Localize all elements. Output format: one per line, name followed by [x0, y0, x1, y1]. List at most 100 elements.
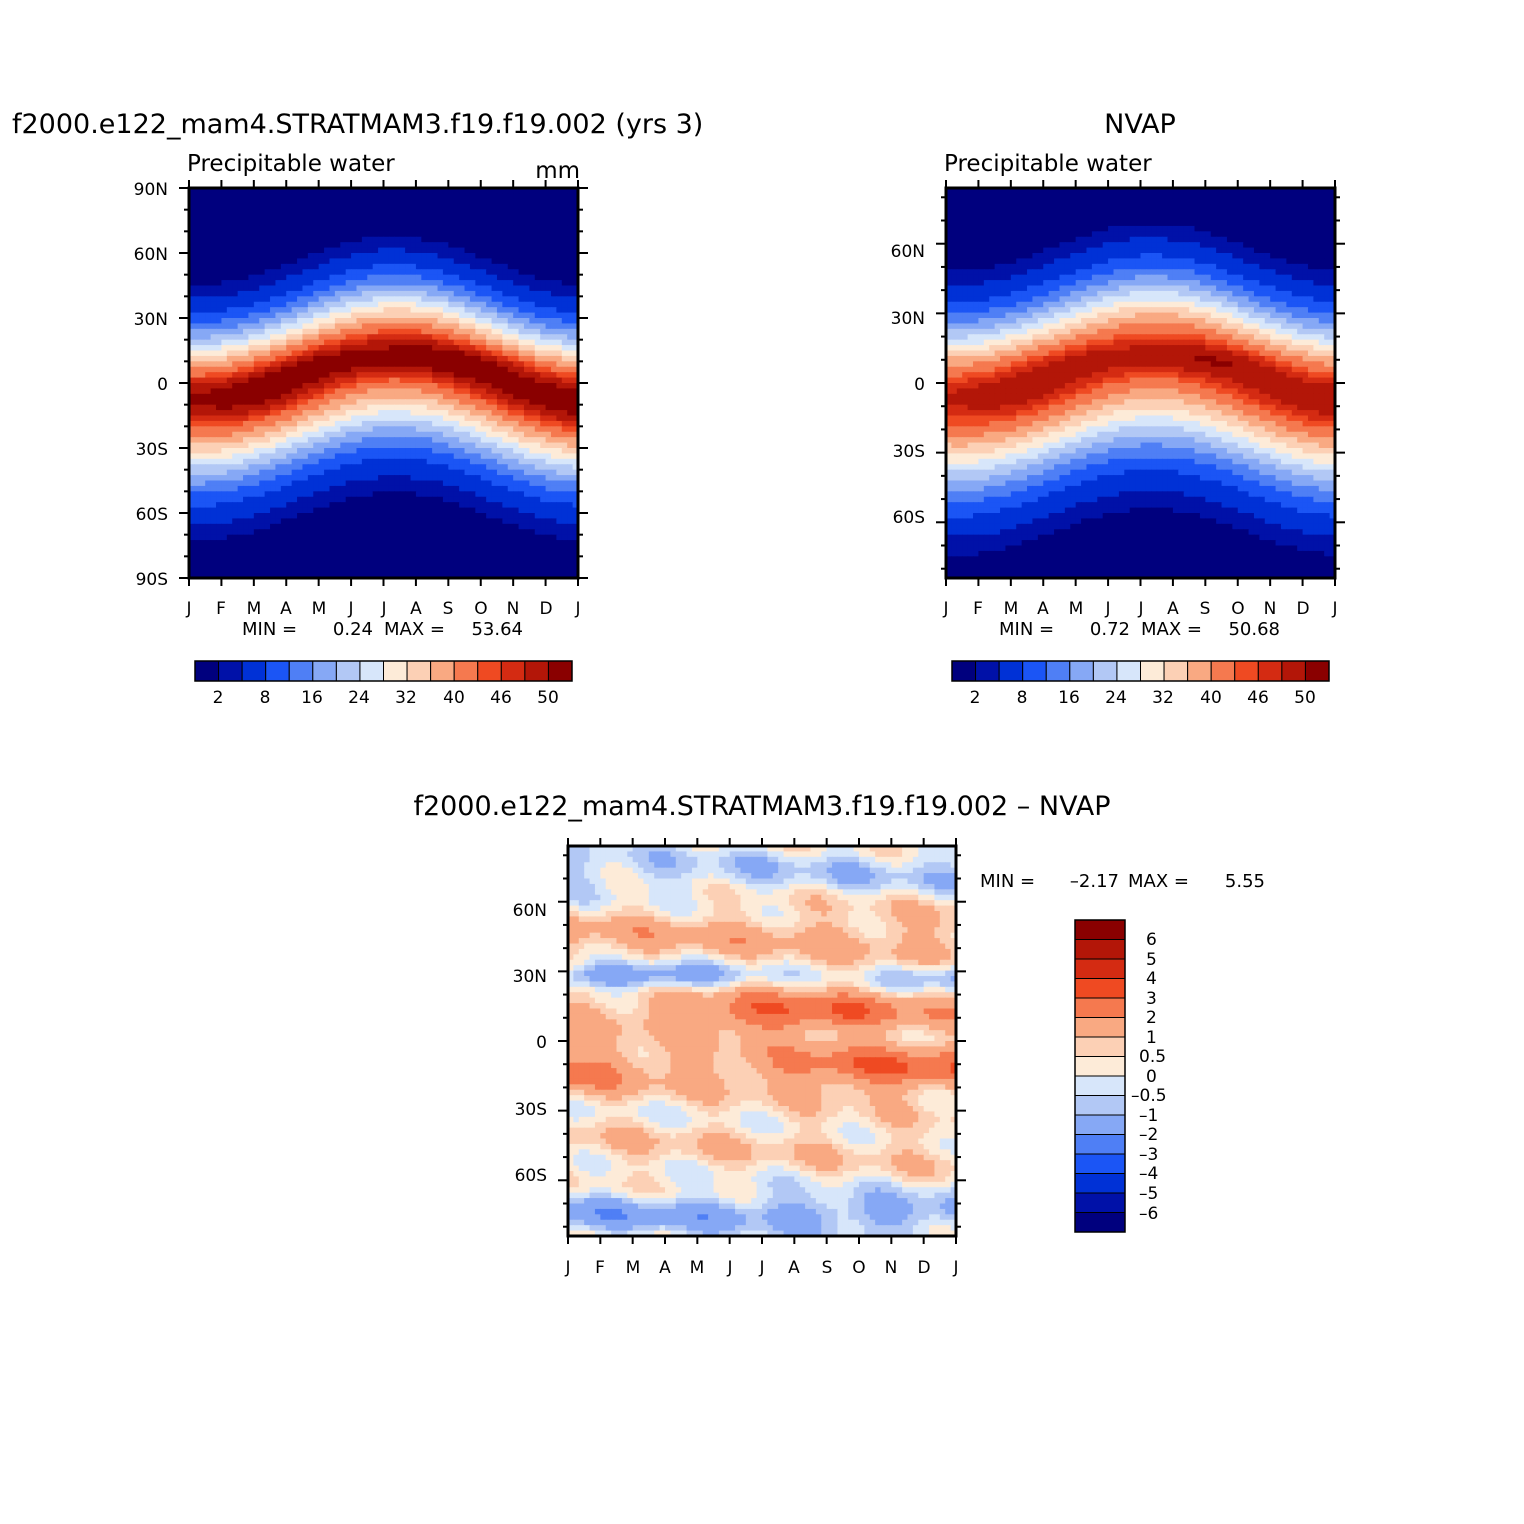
- field-cell: [496, 280, 503, 287]
- field-cell: [437, 209, 444, 216]
- field-cell: [464, 242, 471, 249]
- field-cell: [480, 339, 487, 346]
- field-cell: [221, 307, 228, 314]
- field-cell: [459, 366, 466, 373]
- field-cell: [248, 372, 255, 379]
- field-cell: [334, 550, 341, 557]
- field-cell: [529, 269, 536, 276]
- field-cell: [286, 193, 293, 200]
- field-cell: [464, 404, 471, 411]
- field-cell: [259, 550, 266, 557]
- field-cell: [550, 534, 557, 541]
- field-cell: [237, 290, 244, 297]
- field-cell: [394, 458, 401, 465]
- field-cell: [453, 312, 460, 319]
- field-cell: [496, 502, 503, 509]
- field-cell: [459, 242, 466, 249]
- field-cell: [194, 258, 201, 265]
- field-cell: [367, 323, 374, 330]
- field-cell: [464, 377, 471, 384]
- field-cell: [243, 550, 250, 557]
- field-cell: [378, 323, 385, 330]
- field-cell: [313, 209, 320, 216]
- field-cell: [513, 545, 520, 552]
- field-cell: [383, 383, 390, 390]
- field-cell: [459, 215, 466, 222]
- field-cell: [410, 231, 417, 238]
- field-cell: [572, 334, 578, 341]
- field-cell: [199, 507, 206, 514]
- field-cell: [302, 236, 309, 243]
- field-cell: [356, 448, 363, 455]
- field-cell: [534, 312, 541, 319]
- field-cell: [216, 355, 223, 362]
- field-cell: [378, 491, 385, 498]
- field-cell: [243, 215, 250, 222]
- field-cell: [243, 523, 250, 530]
- field-cell: [318, 247, 325, 254]
- field-cell: [243, 323, 250, 330]
- field-cell: [194, 491, 201, 498]
- field-cell: [561, 464, 568, 471]
- field-cell: [556, 231, 563, 238]
- field-cell: [221, 231, 228, 238]
- field-cell: [291, 469, 298, 476]
- field-cell: [280, 188, 287, 195]
- field-cell: [523, 198, 530, 205]
- field-cell: [459, 550, 466, 557]
- field-cell: [356, 198, 363, 205]
- field-cell: [513, 437, 520, 444]
- field-cell: [329, 420, 336, 427]
- field-cell: [448, 485, 455, 492]
- field-cell: [329, 242, 336, 249]
- field-cell: [567, 475, 574, 482]
- field-cell: [550, 334, 557, 341]
- field-cell: [313, 236, 320, 243]
- field-cell: [237, 550, 244, 557]
- field-cell: [248, 209, 255, 216]
- field-cell: [378, 420, 385, 427]
- field-cell: [415, 410, 422, 417]
- field-cell: [237, 209, 244, 216]
- field-cell: [221, 269, 228, 276]
- field-cell: [469, 420, 476, 427]
- field-cell: [545, 269, 552, 276]
- field-cell: [399, 545, 406, 552]
- field-cell: [426, 307, 433, 314]
- field-cell: [237, 545, 244, 552]
- field-cell: [496, 204, 503, 211]
- field-cell: [405, 285, 412, 292]
- field-cell: [502, 404, 509, 411]
- field-cell: [329, 523, 336, 530]
- field-cell: [248, 561, 255, 568]
- field-cell: [496, 377, 503, 384]
- field-cell: [405, 523, 412, 530]
- field-cell: [372, 393, 379, 400]
- field-cell: [442, 193, 449, 200]
- field-cell: [567, 258, 574, 265]
- field-cell: [383, 307, 390, 314]
- field-cell: [426, 502, 433, 509]
- field-cell: [367, 236, 374, 243]
- field-cell: [534, 458, 541, 465]
- field-cell: [372, 513, 379, 520]
- field-cell: [372, 269, 379, 276]
- field-cell: [189, 420, 195, 427]
- field-cell: [550, 399, 557, 406]
- field-cell: [415, 469, 422, 476]
- field-cell: [421, 193, 428, 200]
- field-cell: [340, 388, 347, 395]
- field-cell: [545, 345, 552, 352]
- field-cell: [523, 361, 530, 368]
- field-cell: [464, 323, 471, 330]
- field-cell: [453, 534, 460, 541]
- field-cell: [540, 307, 547, 314]
- field-cell: [232, 431, 239, 438]
- field-cell: [351, 404, 358, 411]
- field-cell: [415, 545, 422, 552]
- field-cell: [324, 507, 331, 514]
- field-cell: [518, 301, 525, 308]
- field-cell: [448, 534, 455, 541]
- field-cell: [556, 437, 563, 444]
- field-cell: [410, 420, 417, 427]
